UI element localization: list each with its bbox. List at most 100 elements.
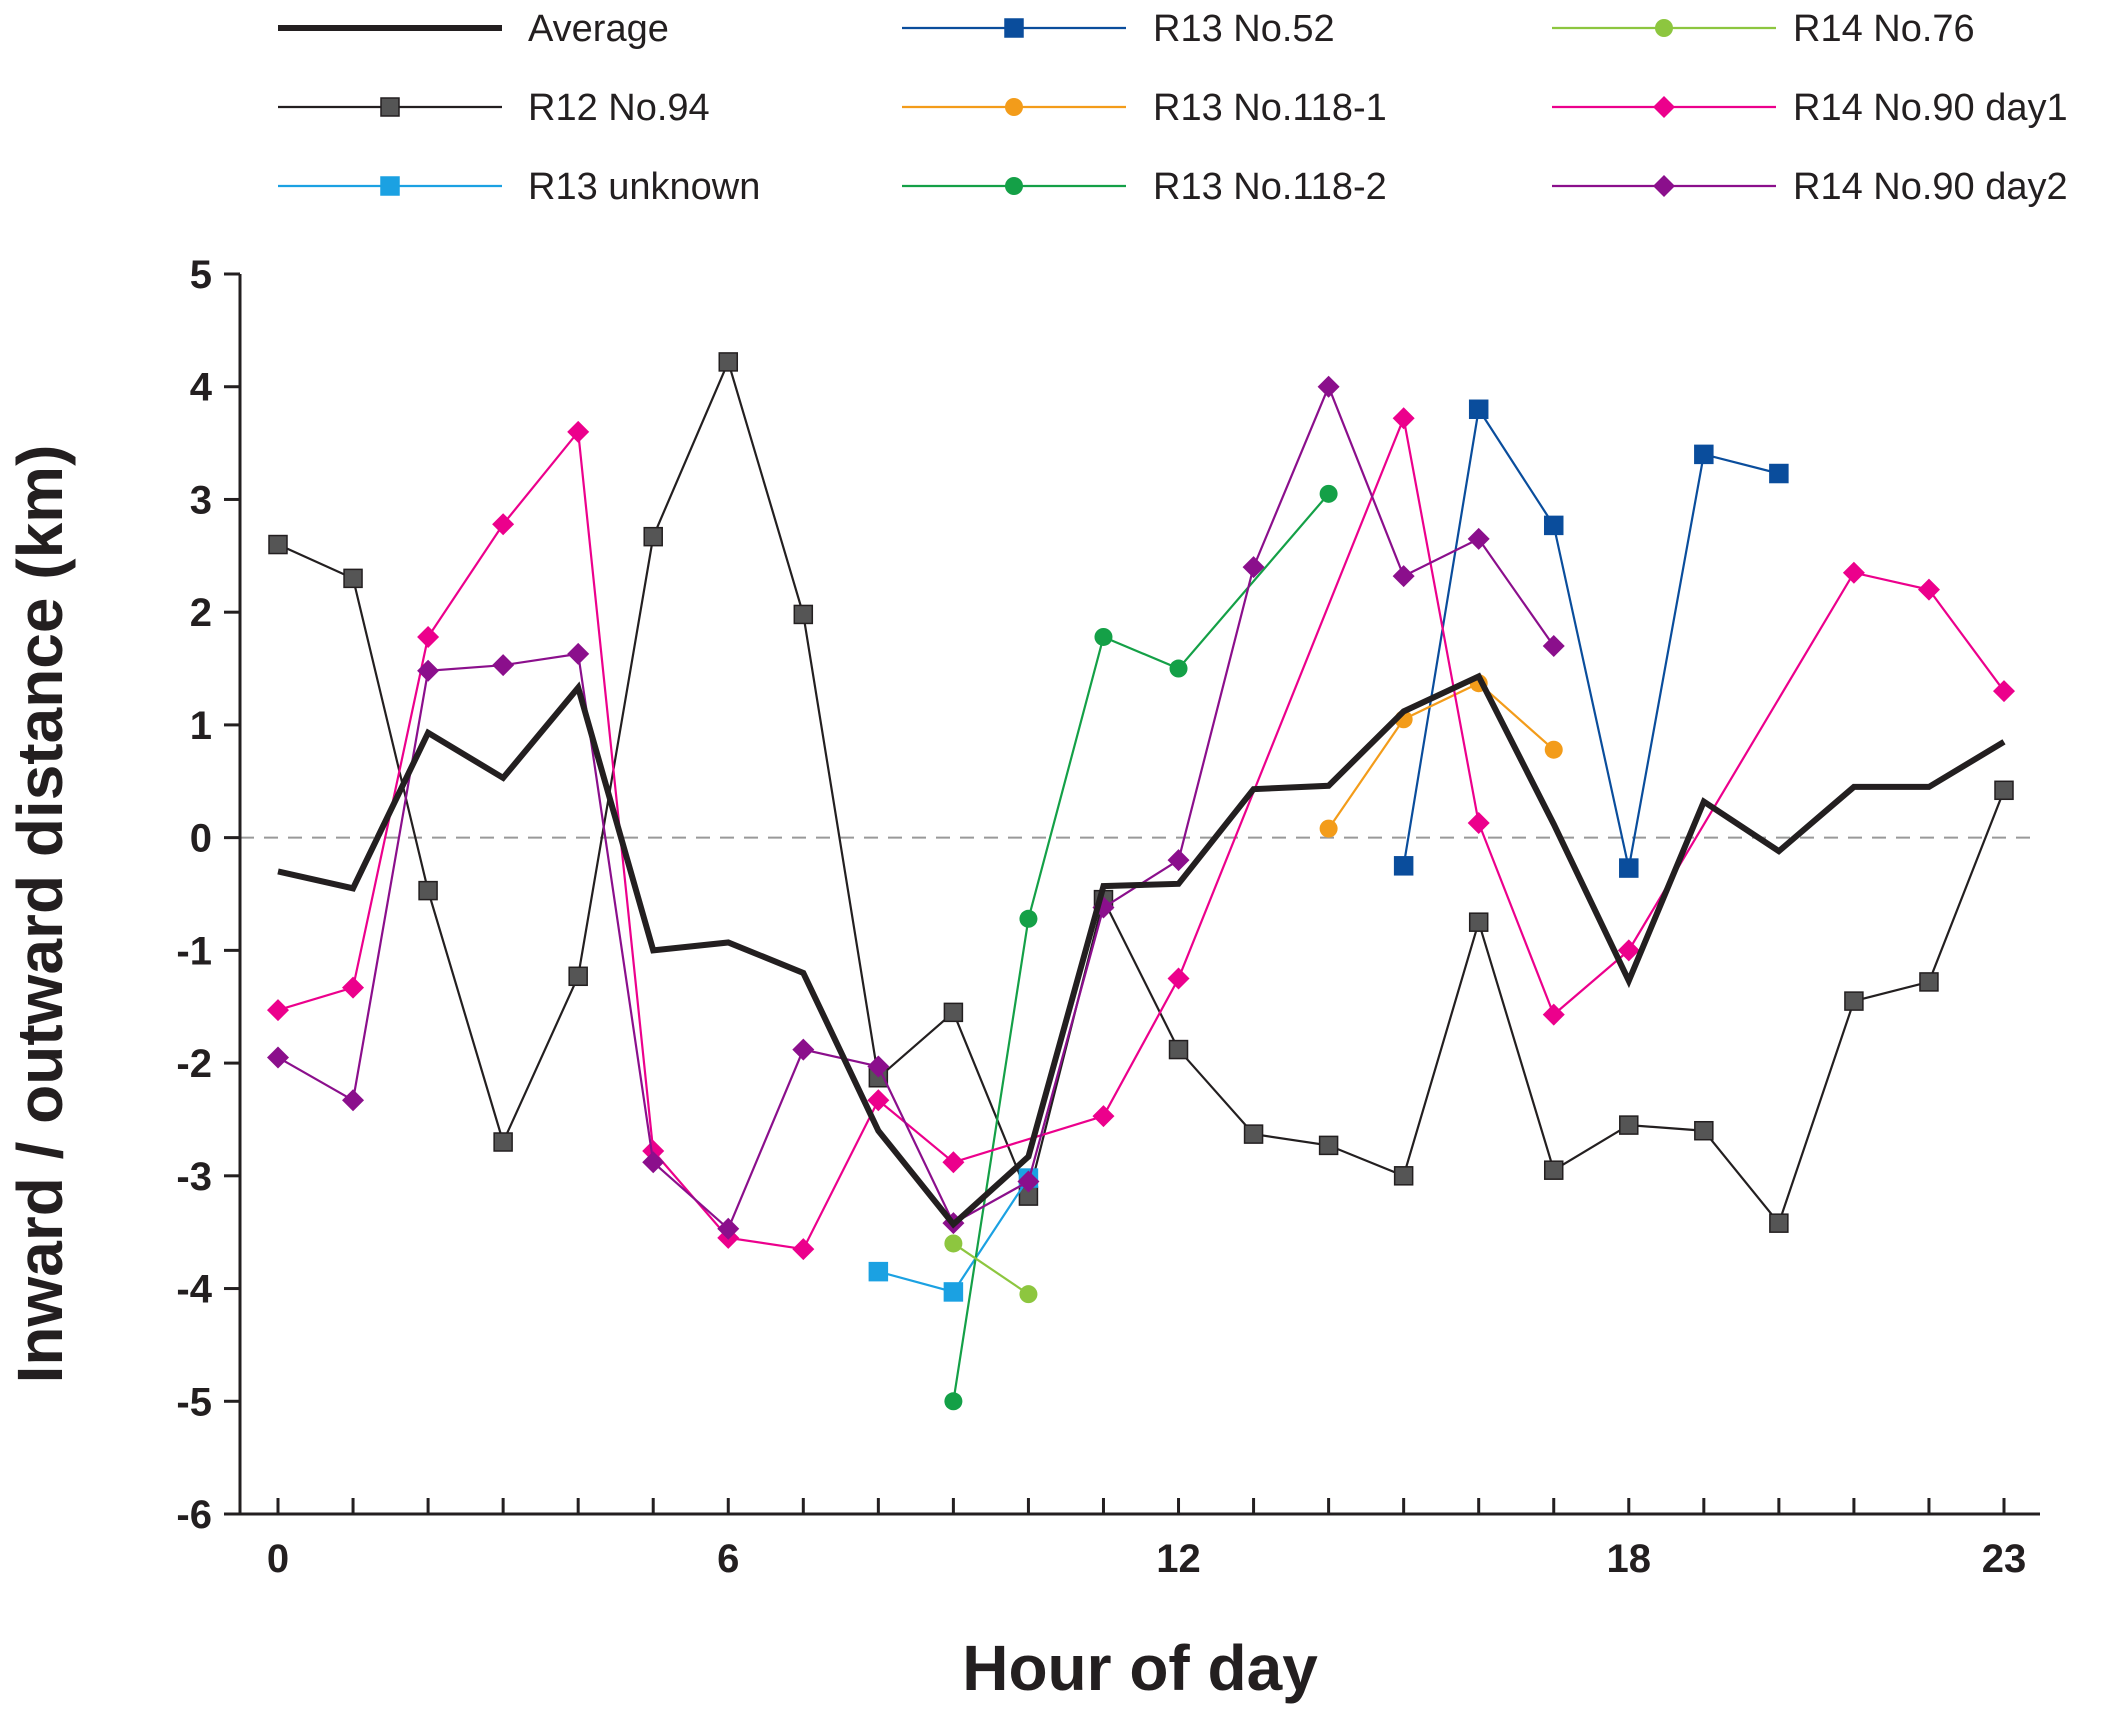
legend-marker [380,176,400,196]
series-layer [267,352,2015,1411]
data-point [1468,399,1489,420]
legend-entry-r14-no-90-day2: R14 No.90 day2 [1552,166,2068,208]
data-point [1542,635,1565,657]
data-point [568,966,588,987]
data-point [1017,1170,1040,1193]
y-tick-label: -5 [176,1380,212,1424]
legend-label: R14 No.90 day1 [1793,87,2068,129]
data-point [942,1151,965,1174]
y-tick-label: 1 [190,704,212,748]
data-point [417,659,440,682]
series-line [277,672,2006,1229]
y-tick-label: -1 [176,929,212,973]
data-point [1842,561,1865,584]
data-point [944,1392,963,1411]
data-point [1319,819,1338,838]
y-tick-label: 4 [190,366,213,410]
data-point [1317,375,1340,398]
legend-label: Average [528,8,669,50]
data-point [1467,527,1490,550]
data-point [1619,858,1639,878]
legend-marker [1005,98,1023,116]
data-point [1167,849,1190,872]
x-axis-title: Hour of day [962,1632,1318,1704]
data-point [342,1089,365,1112]
data-point [867,1089,890,1112]
y-tick-label: 2 [190,591,212,635]
x-axis: 0 6 12 18 23 [240,1498,2040,1581]
y-tick-label: -4 [176,1268,212,1312]
legend-label: R13 No.118-2 [1153,166,1387,208]
data-point [1467,811,1490,834]
legend-entry-r13-no-52: R13 No.52 [902,8,1335,50]
y-tick-label: 0 [190,817,212,861]
legend-label: R14 No.90 day2 [1793,166,2068,208]
series-r12-no-94 [268,352,2014,1233]
data-point [1917,578,1940,601]
data-point [1844,991,1864,1011]
data-point [1392,407,1415,430]
data-point [1392,565,1415,588]
legend-marker [1655,19,1673,37]
data-point [642,1140,665,1163]
data-point [1168,1039,1189,1060]
data-point [1393,856,1414,876]
legend-entry-average: Average [278,8,669,50]
data-point [493,1132,513,1152]
data-point [268,534,288,555]
legend-entry-r13-unknown: R13 unknown [278,166,760,208]
legend-entry-r13-no-118-1: R13 No.118-1 [902,87,1387,129]
x-tick-label: 18 [1607,1537,1652,1581]
data-point [643,526,663,547]
data-point [567,642,590,665]
legend-label: R12 No.94 [528,87,710,129]
x-tick-label: 23 [1982,1537,2027,1581]
data-point [418,880,438,901]
data-point [1019,1285,1038,1304]
data-point [793,604,814,625]
data-point [792,1238,815,1261]
data-point [1019,909,1038,928]
y-tick-label: -3 [176,1155,212,1199]
data-point [1769,1213,1789,1233]
data-point [792,1038,815,1061]
x-tick-label: 0 [267,1537,289,1581]
data-point [718,352,739,372]
y-tick-label: -6 [176,1493,212,1537]
legend: Average R12 No.94 R13 unknown R13 No.52 R13 … [278,8,2068,208]
data-point [1769,463,1789,484]
legend-marker [1005,177,1023,195]
legend-label: R13 No.118-1 [1153,87,1387,129]
data-point [1393,1166,1414,1186]
data-point [1169,659,1188,678]
data-point [492,654,515,677]
data-point [1542,1003,1565,1026]
data-point [1994,780,2014,801]
data-point [1167,967,1190,990]
data-point [717,1217,740,1240]
data-point [1543,1160,1564,1180]
legend-marker [1653,96,1675,118]
series-line [277,383,1555,1231]
data-point [1993,680,2015,703]
data-point [1694,444,1714,465]
axes: 5 4 3 2 1 0 -1 -2 -3 -4 -5 -6 0 6 12 18 23 [176,253,2040,1581]
y-axis: 5 4 3 2 1 0 -1 -2 -3 -4 -5 -6 [176,253,242,1537]
data-point [867,1055,890,1078]
y-tick-label: 5 [190,253,212,297]
series-r14-no-90-day2 [267,375,1565,1240]
data-point [343,568,363,589]
data-point [492,513,515,536]
data-point [1319,484,1338,503]
data-point [267,999,289,1022]
data-point [943,1282,964,1302]
data-point [567,420,590,443]
legend-entry-r14-no-90-day1: R14 No.90 day1 [1552,87,2068,129]
data-point [944,1234,963,1253]
legend-marker [1653,175,1675,197]
legend-label: R13 No.52 [1153,8,1335,50]
data-point [1094,627,1113,646]
data-point [267,1046,289,1069]
series-line [952,493,1330,1402]
series-line [277,358,2006,1226]
